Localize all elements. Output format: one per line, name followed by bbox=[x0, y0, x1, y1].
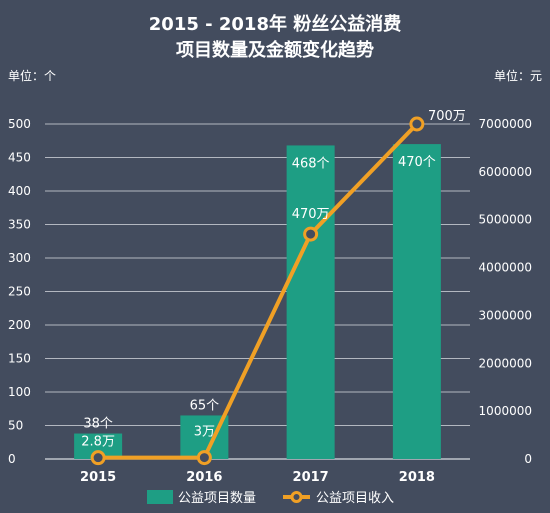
x-tick-label: 2018 bbox=[399, 470, 435, 485]
left-tick-label: 200 bbox=[8, 318, 31, 332]
right-tick-label: 4000000 bbox=[479, 261, 532, 275]
right-tick-label: 3000000 bbox=[479, 308, 532, 322]
legend-swatch-bar bbox=[147, 490, 173, 504]
left-tick-label: 50 bbox=[8, 419, 23, 433]
left-tick-label: 350 bbox=[8, 218, 31, 232]
left-tick-label: 450 bbox=[8, 151, 31, 165]
left-tick-label: 300 bbox=[8, 251, 31, 265]
right-tick-label: 5000000 bbox=[479, 213, 532, 227]
bar-value-label: 468个 bbox=[292, 156, 330, 171]
chart-title: 2015 - 2018年 粉丝公益消费 bbox=[149, 13, 401, 35]
x-axis-ticks: 2015 2016 2017 2018 bbox=[80, 470, 435, 485]
line-point bbox=[90, 450, 106, 466]
chart-subtitle: 项目数量及金额变化趋势 bbox=[176, 39, 374, 61]
right-axis-unit: 单位：元 bbox=[494, 68, 542, 83]
bar bbox=[392, 144, 441, 459]
line-point bbox=[409, 116, 425, 132]
left-tick-label: 500 bbox=[8, 117, 31, 131]
series-line bbox=[98, 122, 419, 460]
left-axis-ticks: 0 50 100 150 200 250 300 350 400 450 500 bbox=[8, 117, 31, 466]
left-tick-label: 400 bbox=[8, 184, 31, 198]
x-tick-label: 2016 bbox=[186, 470, 222, 485]
line-series bbox=[90, 116, 425, 466]
left-tick-label: 0 bbox=[8, 452, 16, 466]
right-tick-label: 2000000 bbox=[479, 356, 532, 370]
right-axis-ticks: 0 1000000 2000000 3000000 4000000 5000000 6000… bbox=[479, 117, 532, 466]
line-value-label: 700万 bbox=[428, 109, 466, 124]
bar-value-label: 65个 bbox=[190, 398, 220, 413]
legend-label-line: 公益项目收入 bbox=[316, 491, 394, 506]
left-axis-unit: 单位：个 bbox=[8, 68, 56, 83]
legend-swatch-marker bbox=[290, 491, 303, 503]
line-point bbox=[196, 450, 212, 466]
legend: 公益项目数量 公益项目收入 bbox=[147, 490, 394, 506]
legend-label-bar: 公益项目数量 bbox=[178, 491, 256, 506]
x-tick-label: 2015 bbox=[80, 470, 116, 485]
bar-series bbox=[74, 144, 441, 459]
left-tick-label: 250 bbox=[8, 285, 31, 299]
line-value-label: 470万 bbox=[292, 207, 330, 222]
left-tick-label: 100 bbox=[8, 385, 31, 399]
right-tick-label: 7000000 bbox=[479, 117, 532, 131]
x-tick-label: 2017 bbox=[293, 470, 329, 485]
right-tick-label: 0 bbox=[524, 452, 532, 466]
right-tick-label: 6000000 bbox=[479, 165, 532, 179]
line-point bbox=[303, 226, 319, 242]
line-value-label: 2.8万 bbox=[81, 435, 115, 450]
bar bbox=[286, 145, 335, 459]
left-tick-label: 150 bbox=[8, 352, 31, 366]
bar-value-label: 38个 bbox=[83, 417, 113, 432]
data-labels: 38个 65个 468个 470个 2.8万 3万 470万 700万 bbox=[81, 109, 466, 450]
right-tick-label: 1000000 bbox=[479, 404, 532, 418]
bar-value-label: 470个 bbox=[398, 155, 436, 170]
line-value-label: 3万 bbox=[194, 425, 215, 440]
